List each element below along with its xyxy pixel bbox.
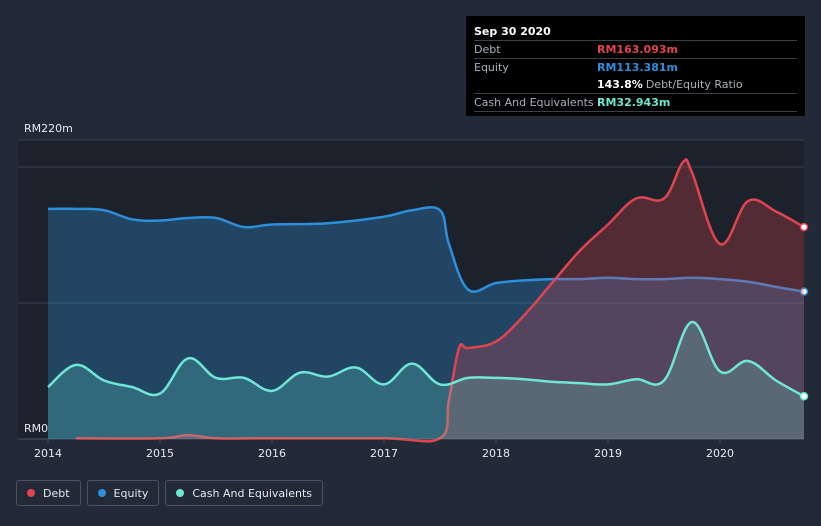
area-equity	[48, 207, 804, 439]
x-tick-label-2014: 2014	[34, 447, 62, 460]
line-cash-and-equivalents	[47, 320, 805, 398]
tooltip-cash-label: Cash And Equivalents	[474, 96, 594, 109]
tooltip-ratio-label	[474, 76, 597, 93]
area-cash-and-equivalents	[48, 321, 804, 439]
tooltip-row-cash: Cash And Equivalents RM32.943m	[474, 93, 797, 112]
y-label-bottom: RM0	[24, 422, 48, 435]
tooltip-ratio-sub: Debt/Equity Ratio	[645, 78, 743, 91]
legend-item-cash[interactable]: Cash And Equivalents	[165, 480, 323, 506]
tooltip-date: Sep 30 2020	[474, 25, 551, 38]
endpoint-cash-and-equivalents	[799, 391, 809, 401]
x-tick-label-2018: 2018	[482, 447, 510, 460]
tooltip-row-debt: Debt RM163.093m	[474, 40, 797, 58]
area-debt	[76, 159, 804, 442]
x-tick-label-2017: 2017	[370, 447, 398, 460]
cash-dot-icon	[176, 489, 185, 497]
y-label-top: RM220m	[24, 122, 73, 135]
tooltip: Sep 30 2020 Debt RM163.093m Equity RM113…	[466, 16, 805, 116]
endpoint-debt	[799, 222, 809, 232]
legend: Debt Equity Cash And Equivalents	[16, 480, 323, 506]
endpoint-equity	[799, 287, 809, 296]
plot-background	[18, 140, 804, 439]
tooltip-debt-value: RM163.093m	[597, 43, 678, 56]
legend-label-equity: Equity	[113, 486, 149, 500]
tooltip-ratio-value: 143.8%	[597, 78, 643, 91]
legend-label-cash: Cash And Equivalents	[192, 486, 312, 500]
debt-dot-icon	[27, 489, 35, 497]
x-tick-label-2020: 2020	[706, 447, 734, 460]
tooltip-cash-value: RM32.943m	[597, 96, 671, 109]
line-equity	[47, 205, 805, 293]
legend-item-debt[interactable]: Debt	[16, 480, 81, 506]
tooltip-debt-label: Debt	[474, 43, 501, 56]
legend-item-equity[interactable]: Equity	[86, 480, 160, 506]
tooltip-row-ratio: 143.8% Debt/Equity Ratio	[474, 76, 797, 93]
tooltip-equity-label: Equity	[474, 61, 509, 74]
tooltip-equity-value: RM113.381m	[597, 61, 678, 74]
x-tick-label-2016: 2016	[258, 447, 286, 460]
line-debt	[75, 158, 805, 443]
equity-dot-icon	[97, 489, 106, 497]
x-tick-label-2019: 2019	[594, 447, 622, 460]
legend-label-debt: Debt	[43, 486, 70, 500]
x-tick-label-2015: 2015	[146, 447, 174, 460]
tooltip-row-equity: Equity RM113.381m	[474, 58, 797, 76]
